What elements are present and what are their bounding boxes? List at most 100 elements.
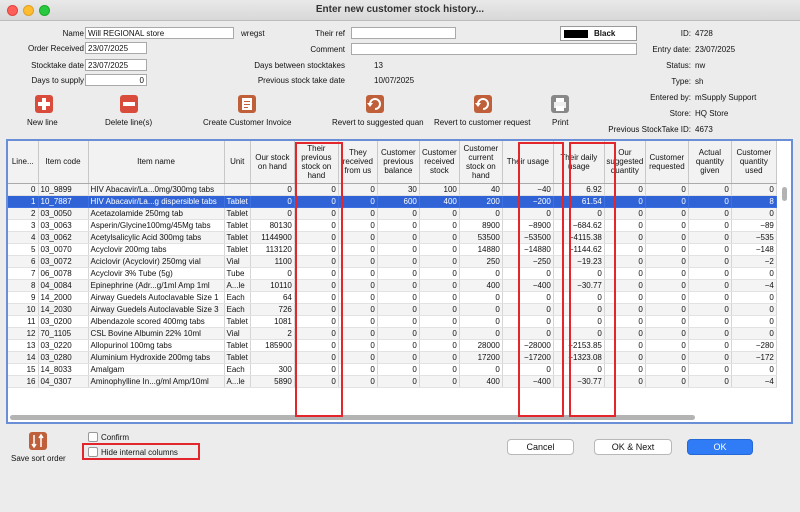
column-header[interactable]: Unit xyxy=(224,141,251,184)
table-cell[interactable]: 0 xyxy=(338,183,378,196)
table-cell[interactable]: Tablet xyxy=(224,219,251,232)
table-cell[interactable]: 5 xyxy=(8,243,39,256)
table-cell[interactable]: 0 xyxy=(604,351,646,364)
table-cell[interactable]: 0 xyxy=(645,195,689,208)
table-cell[interactable]: 0 xyxy=(8,183,39,196)
table-cell[interactable]: 200 xyxy=(459,195,503,208)
table-cell[interactable]: 28000 xyxy=(459,339,503,352)
table-cell[interactable]: 0 xyxy=(419,303,460,316)
table-cell[interactable]: 15 xyxy=(8,363,39,376)
table-cell[interactable]: 80130 xyxy=(250,219,295,232)
table-cell[interactable]: −28000 xyxy=(502,339,554,352)
table-cell[interactable]: 0 xyxy=(459,207,503,220)
table-cell[interactable]: 0 xyxy=(604,183,646,196)
table-cell[interactable]: 0 xyxy=(688,315,732,328)
table-cell[interactable]: 0 xyxy=(377,303,420,316)
table-cell[interactable]: 0 xyxy=(645,375,689,388)
table-cell[interactable]: 0 xyxy=(645,231,689,244)
table-row[interactable]: 5 03_0070 Acyclovir 200mg tabs Tablet 113120… xyxy=(8,243,777,256)
table-cell[interactable]: 0 xyxy=(338,303,378,316)
table-cell[interactable]: 0 xyxy=(419,363,460,376)
table-row[interactable]: 12 70_1105 CSL Bovine Albumin 22% 10ml Vial… xyxy=(8,327,777,340)
table-cell[interactable]: 0 xyxy=(419,267,460,280)
table-cell[interactable]: 0 xyxy=(338,291,378,304)
table-cell[interactable]: 0 xyxy=(604,219,646,232)
hide-internal-columns-label[interactable]: Hide internal columns xyxy=(101,448,178,457)
table-cell[interactable]: 0 xyxy=(419,291,460,304)
delete-lines-button[interactable] xyxy=(120,95,138,113)
table-cell[interactable]: −8900 xyxy=(502,219,554,232)
column-header[interactable]: Customer current stock on hand xyxy=(459,141,503,184)
confirm-label[interactable]: Confirm xyxy=(101,433,130,442)
save-sort-order-label[interactable]: Save sort order xyxy=(11,454,66,463)
table-cell[interactable]: 0 xyxy=(377,255,420,268)
column-header[interactable]: Customer requested xyxy=(645,141,689,184)
table-cell[interactable]: 04_0307 xyxy=(38,375,89,388)
table-cell[interactable]: 03_0070 xyxy=(38,243,89,256)
table-cell[interactable]: 0 xyxy=(688,183,732,196)
table-cell[interactable]: 0 xyxy=(645,327,689,340)
table-cell[interactable]: 3 xyxy=(8,219,39,232)
table-cell[interactable]: 0 xyxy=(688,351,732,364)
minimize-window-button[interactable] xyxy=(23,5,34,16)
table-cell[interactable]: −2153.85 xyxy=(553,339,605,352)
vertical-scrollbar[interactable] xyxy=(782,187,787,201)
table-cell[interactable]: 1100 xyxy=(250,255,295,268)
table-cell[interactable]: 14 xyxy=(8,351,39,364)
table-row[interactable]: 2 03_0050 Acetazolamide 250mg tab Tablet 0 0 0… xyxy=(8,207,777,220)
table-cell[interactable]: 0 xyxy=(294,339,339,352)
table-cell[interactable]: 0 xyxy=(604,315,646,328)
column-header[interactable]: Our stock on hand xyxy=(250,141,295,184)
table-cell[interactable]: 2 xyxy=(8,207,39,220)
table-cell[interactable]: −30.77 xyxy=(553,375,605,388)
table-cell[interactable]: 600 xyxy=(377,195,420,208)
table-cell[interactable]: 16 xyxy=(8,375,39,388)
table-cell[interactable]: 300 xyxy=(250,363,295,376)
table-cell[interactable]: Asperin/Glycine100mg/45Mg tabs xyxy=(88,219,225,232)
table-cell[interactable]: 0 xyxy=(338,363,378,376)
table-cell[interactable]: 0 xyxy=(604,363,646,376)
table-cell[interactable]: 0 xyxy=(604,195,646,208)
table-cell[interactable]: −4 xyxy=(731,375,777,388)
table-cell[interactable]: 113120 xyxy=(250,243,295,256)
table-row[interactable]: 13 03_0220 Allopurinol 100mg tabs Tablet 185… xyxy=(8,339,777,352)
table-cell[interactable]: 0 xyxy=(604,327,646,340)
table-cell[interactable] xyxy=(224,183,251,196)
table-cell[interactable]: 0 xyxy=(553,315,605,328)
table-cell[interactable]: Allopurinol 100mg tabs xyxy=(88,339,225,352)
table-cell[interactable]: 0 xyxy=(604,339,646,352)
table-cell[interactable]: 0 xyxy=(688,303,732,316)
table-cell[interactable]: −172 xyxy=(731,351,777,364)
table-cell[interactable]: Airway Guedels Autoclavable Size 3 xyxy=(88,303,225,316)
table-cell[interactable]: 14_2030 xyxy=(38,303,89,316)
table-cell[interactable]: 0 xyxy=(604,267,646,280)
table-cell[interactable]: 0 xyxy=(294,207,339,220)
table-cell[interactable]: −684.62 xyxy=(553,219,605,232)
table-cell[interactable]: Tablet xyxy=(224,339,251,352)
table-cell[interactable]: 0 xyxy=(645,291,689,304)
revert-request-button[interactable] xyxy=(474,95,492,113)
column-header[interactable]: Line... xyxy=(8,141,39,184)
table-cell[interactable]: 0 xyxy=(502,327,554,340)
revert-request-label[interactable]: Revert to customer request xyxy=(434,118,531,127)
table-cell[interactable]: 0 xyxy=(377,339,420,352)
table-row[interactable]: 6 03_0072 Aciclovir (Acyclovir) 250mg vial… xyxy=(8,255,777,268)
table-cell[interactable]: 0 xyxy=(645,279,689,292)
table-cell[interactable]: 0 xyxy=(377,279,420,292)
column-header[interactable]: Item name xyxy=(88,141,225,184)
table-cell[interactable]: −1323.08 xyxy=(553,351,605,364)
table-cell[interactable]: −2 xyxy=(731,255,777,268)
table-cell[interactable]: 0 xyxy=(294,267,339,280)
table-cell[interactable]: 400 xyxy=(419,195,460,208)
table-cell[interactable]: 0 xyxy=(377,363,420,376)
table-cell[interactable]: Epinephrine (Adr...g/1ml Amp 1ml xyxy=(88,279,225,292)
table-cell[interactable]: 0 xyxy=(419,243,460,256)
table-cell[interactable]: Tablet xyxy=(224,315,251,328)
table-cell[interactable]: 14880 xyxy=(459,243,503,256)
table-cell[interactable]: 0 xyxy=(553,303,605,316)
table-cell[interactable]: 0 xyxy=(645,303,689,316)
table-cell[interactable]: 0 xyxy=(377,375,420,388)
table-cell[interactable]: 8900 xyxy=(459,219,503,232)
table-cell[interactable]: 0 xyxy=(502,315,554,328)
table-cell[interactable]: Tablet xyxy=(224,231,251,244)
